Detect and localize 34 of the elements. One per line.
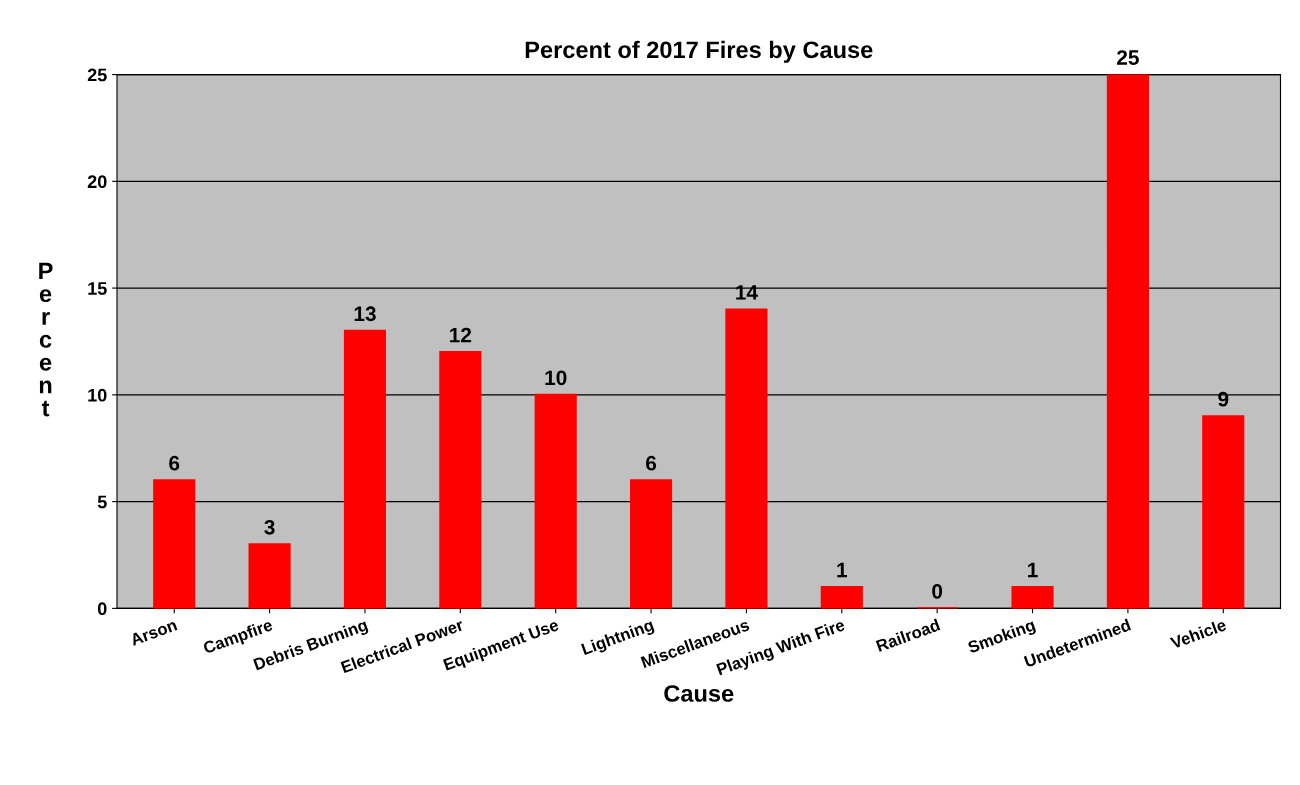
data-label: 14	[736, 285, 758, 300]
x-axis-title: Cause	[664, 685, 734, 702]
bar	[820, 585, 863, 609]
y-tick-label: 20	[87, 175, 107, 189]
x-tick-label: Vehicle	[1169, 618, 1227, 650]
data-label: 1	[1028, 562, 1038, 578]
data-label: 13	[354, 306, 376, 322]
y-tick-label: 25	[87, 68, 107, 82]
data-label: 9	[1218, 391, 1229, 407]
data-label: 6	[646, 455, 657, 471]
bar	[343, 329, 387, 609]
y-axis-title: Percent	[39, 262, 53, 417]
data-label: 12	[450, 327, 472, 343]
bar	[153, 479, 196, 609]
bar	[534, 393, 577, 609]
x-tick-label: Arson	[129, 619, 178, 646]
chart-title: Percent of 2017 Fires by Cause	[525, 40, 873, 63]
y-tick-label: 0	[97, 602, 107, 616]
bar	[630, 479, 673, 609]
y-tick-label: 10	[88, 388, 107, 402]
bar	[1202, 415, 1245, 609]
data-label: 0	[932, 583, 943, 599]
bar	[248, 543, 291, 609]
data-label: 10	[545, 370, 567, 386]
y-tick-label: 5	[97, 495, 107, 509]
data-label: 6	[169, 455, 180, 471]
bar	[725, 308, 768, 609]
data-label: 3	[264, 519, 275, 535]
bar	[1011, 585, 1054, 609]
data-label: 25	[1117, 50, 1139, 65]
bar	[1106, 74, 1149, 609]
y-tick-label: 15	[88, 282, 107, 295]
data-label: 1	[837, 562, 848, 578]
bar	[439, 351, 482, 609]
